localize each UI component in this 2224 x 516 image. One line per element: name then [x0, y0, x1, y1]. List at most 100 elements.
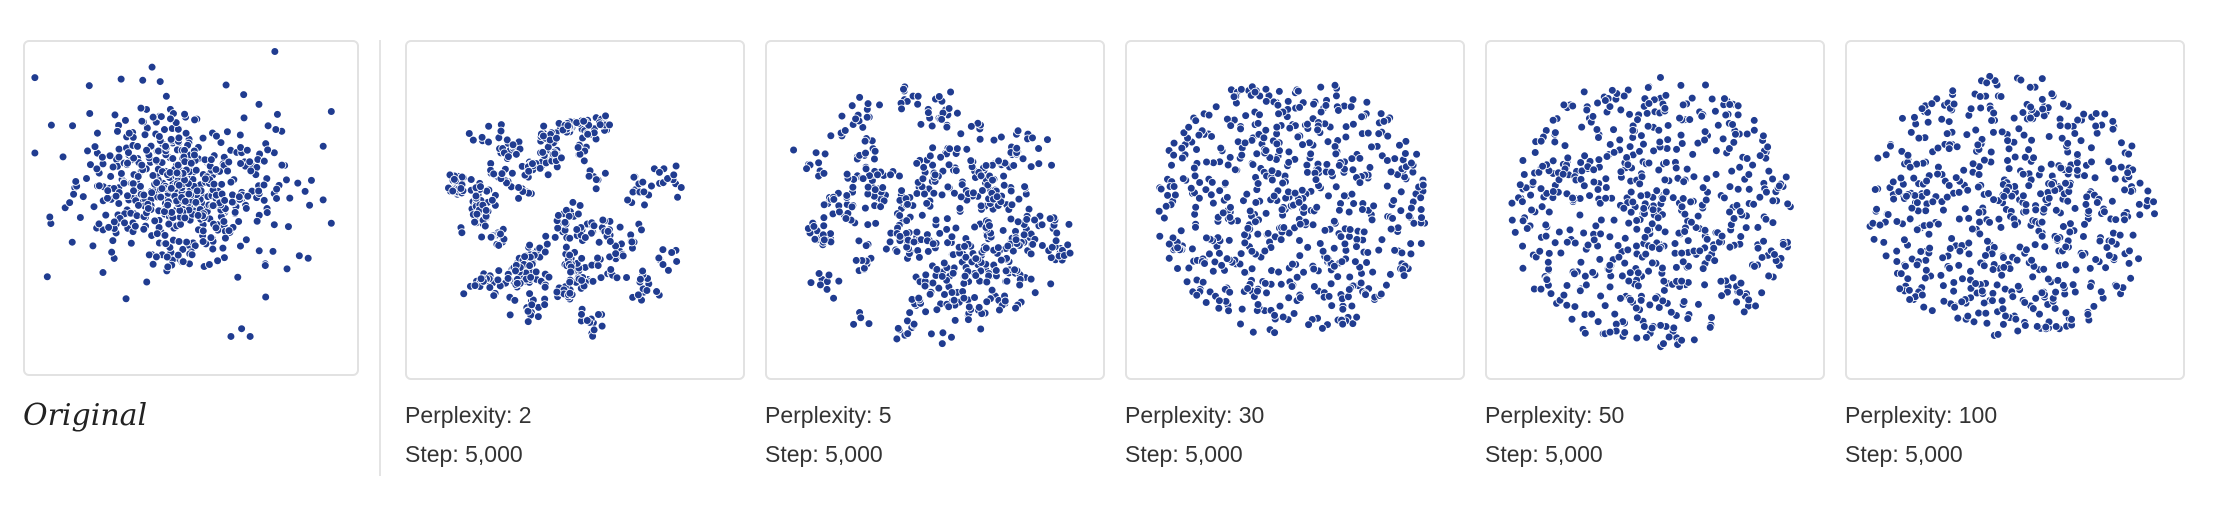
scatter-point: [1898, 113, 1907, 123]
scatter-point: [1663, 135, 1673, 145]
scatter-point: [1892, 217, 1902, 226]
scatter-point: [1870, 185, 1880, 194]
scatter-point: [1949, 278, 1959, 287]
scatter-point: [1868, 218, 1878, 228]
scatter-point: [270, 47, 280, 56]
scatter-point: [190, 150, 199, 160]
scatter-point: [618, 251, 628, 261]
scatter-point: [1292, 272, 1302, 282]
scatter-point: [211, 165, 221, 174]
scatter-point: [1220, 178, 1230, 188]
scatter-point: [497, 169, 507, 179]
scatter-point: [481, 206, 491, 215]
scatter-point: [1881, 251, 1891, 261]
scatter-point: [2085, 263, 2095, 273]
scatter-point: [162, 252, 172, 262]
scatter-point: [671, 161, 681, 171]
scatter-point: [1875, 220, 1885, 230]
scatter-point: [1336, 232, 1346, 242]
scatter-point: [1338, 304, 1348, 314]
scatter-point: [1683, 236, 1693, 246]
scatter-point: [2123, 168, 2133, 178]
scatter-point: [1625, 142, 1635, 152]
scatter-point: [964, 302, 974, 312]
scatter-point: [2031, 205, 2041, 215]
scatter-point: [166, 114, 175, 124]
scatter-point: [1678, 194, 1688, 203]
scatter-point: [1358, 205, 1367, 214]
scatter-point: [1352, 234, 1362, 244]
scatter-point: [1580, 151, 1589, 161]
section-divider: [379, 40, 381, 476]
scatter-point: [1252, 149, 1262, 159]
scatter-point: [591, 184, 601, 194]
scatter-point: [2004, 144, 2014, 154]
scatter-point: [1671, 163, 1681, 173]
scatter-point: [1619, 91, 1629, 101]
scatter-point: [1977, 286, 1987, 296]
scatter-point: [1985, 217, 1994, 227]
scatter-point: [1285, 123, 1295, 133]
scatter-point: [1562, 237, 1572, 247]
scatter-point: [1906, 128, 1916, 137]
scatter-point: [1933, 169, 1942, 179]
scatter-point: [873, 170, 882, 180]
scatter-point: [1710, 256, 1720, 266]
scatter-point: [487, 195, 497, 205]
scatter-point: [1554, 227, 1564, 237]
scatter-point: [2083, 309, 2093, 319]
scatter-point: [1957, 297, 1967, 307]
scatter-point: [1298, 140, 1307, 150]
scatter-point: [2056, 163, 2066, 173]
scatter-point: [580, 233, 590, 242]
scatter-point: [1240, 238, 1250, 248]
scatter-point: [2013, 281, 2023, 291]
scatter-point: [583, 129, 593, 139]
scatter-point: [974, 302, 984, 312]
scatter-point: [1407, 158, 1416, 168]
scatter-point: [126, 238, 136, 248]
scatter-point: [1548, 115, 1558, 125]
scatter-point: [1217, 260, 1226, 270]
step-label: Step: 5,000: [765, 441, 883, 467]
scatter-point: [640, 200, 649, 210]
scatter-point: [1981, 251, 1990, 260]
scatter-point: [927, 121, 937, 131]
scatter-point: [1682, 164, 1692, 174]
scatter-point: [1527, 205, 1536, 215]
scatter-point: [282, 175, 291, 185]
scatter-point: [1295, 251, 1305, 261]
scatter-point: [2080, 171, 2089, 181]
scatter-point: [1656, 320, 1665, 330]
scatter-point: [523, 317, 533, 327]
scatter-point: [234, 192, 244, 202]
scatter-point: [895, 171, 904, 181]
scatter-point: [1962, 130, 1972, 140]
scatter-point: [1739, 307, 1749, 317]
scatter-point: [903, 199, 912, 209]
scatter-point: [1580, 271, 1590, 281]
scatter-point: [1352, 312, 1362, 322]
scatter-point: [1037, 241, 1047, 250]
scatter-point: [1920, 273, 1930, 283]
scatter-point: [1279, 223, 1289, 232]
scatter-point: [1702, 174, 1712, 183]
scatter-point: [672, 257, 682, 266]
scatter-point: [914, 293, 924, 303]
scatter-point: [1609, 215, 1619, 225]
scatter-point: [1944, 117, 1954, 126]
scatter-point: [1318, 246, 1328, 256]
scatter-point: [892, 334, 902, 344]
scatter-point: [1759, 236, 1768, 246]
scatter-point: [848, 182, 858, 192]
scatter-point: [1679, 297, 1689, 306]
scatter-point: [1275, 301, 1285, 311]
scatter-point: [1975, 92, 1985, 101]
scatter-point: [1022, 214, 1032, 224]
scatter-point: [976, 324, 986, 334]
scatter-point: [1011, 235, 1021, 245]
scatter-point: [971, 254, 981, 263]
scatter-point: [1397, 248, 1407, 258]
scatter-point: [834, 276, 844, 286]
scatter-point: [1949, 99, 1959, 109]
